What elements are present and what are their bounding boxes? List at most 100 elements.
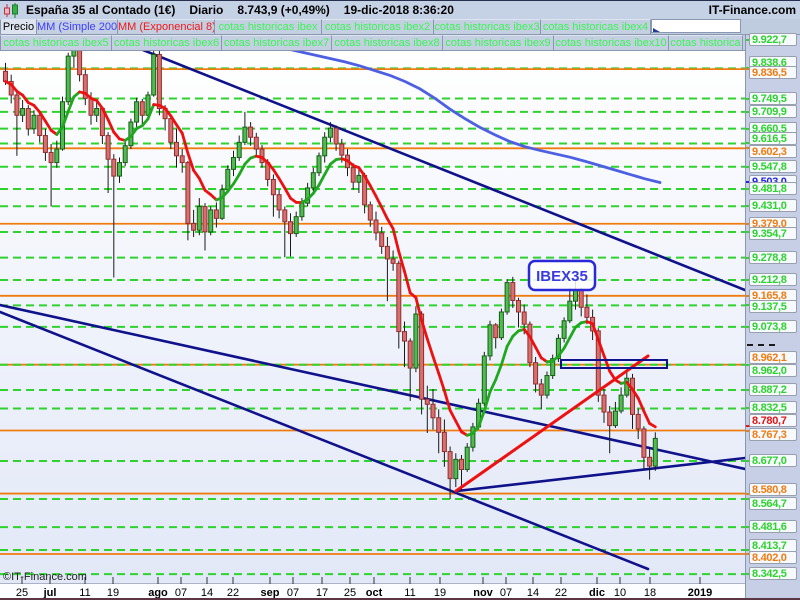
date-label-19: 19 (434, 587, 446, 599)
indicator-button-mm-simple-200-[interactable]: MM (Simple 200) (36, 19, 118, 34)
axis-tick (746, 492, 750, 495)
price-label-87807: 8.780,7 (749, 413, 797, 427)
price-label-88872: 8.887,2 (749, 382, 797, 396)
price-label-89620: 8.962,0 (749, 363, 797, 377)
chart-annotations[interactable]: IBEX35 (454, 259, 668, 493)
last-price-change: 8.743,9 (+0,49%) (237, 3, 330, 17)
red-trendline[interactable] (454, 354, 650, 493)
date-label-11: 11 (404, 587, 415, 599)
date-label-11: 11 (79, 587, 90, 599)
date-label-07: 07 (175, 587, 187, 599)
date-label-10: 10 (614, 587, 626, 599)
indicator-button-cotas-historicas-ibex9[interactable]: cotas historicas ibex9 (442, 35, 554, 50)
axis-tick (746, 97, 750, 100)
indicator-button-cotas-historicas-ibex[interactable]: cotas historicas ibex (214, 19, 322, 34)
indicator-button-cotas-historica[interactable]: cotas historica (668, 35, 743, 50)
date-label-25: 25 (16, 587, 28, 599)
indicator-button-cotas-historicas-ibex8[interactable]: cotas historicas ibex8 (331, 35, 443, 50)
candlestick-logo-icon (4, 2, 18, 18)
axis-tick (746, 110, 750, 113)
price-label-99227: 9.922,7 (749, 33, 797, 46)
indicator-button-cotas-historicas-ibex3[interactable]: cotas historicas ibex3 (433, 19, 541, 34)
axis-tick (746, 325, 750, 328)
axis-tick (746, 424, 750, 427)
indicator-button-cotas-historicas-ibex2[interactable]: cotas historicas ibex2 (321, 19, 434, 34)
horizontal-levels (0, 67, 745, 576)
indicator-button-cotas-historicas-ibex5[interactable]: cotas historicas ibex5 (0, 35, 112, 50)
axis-tick (746, 526, 750, 529)
indicator-button-cotas-historicas-ibex4[interactable]: cotas historicas ibex4 (540, 19, 651, 34)
axis-tick (746, 165, 750, 168)
ibex35-label-box[interactable] (527, 259, 597, 292)
indicator-button-cotas-historicas-ibex6[interactable]: cotas historicas ibex6 (111, 35, 222, 50)
date-label-oct: oct (366, 587, 383, 599)
axis-tick (746, 498, 750, 500)
trendlines[interactable] (0, 50, 745, 571)
axis-tick (746, 407, 750, 410)
price-label-85647: 8.564,7 (749, 497, 797, 510)
input-caret-mark (653, 28, 660, 32)
date-label-07: 07 (500, 587, 512, 599)
axis-tick (746, 39, 750, 41)
indicator-button-cotas-historicas-ibex10[interactable]: cotas historicas ibex10 (553, 35, 669, 50)
indicator-toolbar-row-2: cotas historicas ibex5 cotas historicas i… (0, 35, 745, 51)
axis-tick (746, 573, 750, 576)
price-label-91658: 9.165,8 (749, 288, 797, 302)
date-label-17: 17 (316, 587, 328, 599)
price-label-87673: 8.767,3 (749, 427, 797, 441)
axis-tick (746, 549, 750, 552)
price-label-84816: 8.481,6 (749, 520, 797, 534)
axis-tick (746, 278, 750, 281)
axis-tick (746, 388, 750, 391)
ibex35-label-text: IBEX35 (536, 268, 588, 285)
date-label-nov: nov (473, 587, 493, 599)
axis-tick (746, 222, 750, 225)
axis-tick (746, 230, 750, 233)
axis-tick (746, 429, 750, 432)
brand-logo-text: IT-Finance.com (708, 3, 796, 17)
date-label-25: 25 (344, 587, 356, 599)
date-label-07: 07 (287, 587, 299, 599)
price-axis[interactable]: 9.922,7 9.838,6 9.836,5 9.749,5 9.709,9 9.660… (745, 33, 800, 598)
indicator-button-mm-exponencial-8-[interactable]: MM (Exponencial 8) (117, 19, 215, 34)
price-label-97495: 9.749,5 (749, 91, 797, 105)
copyright-text: ©IT-Finance.com (3, 571, 87, 583)
price-label-89621: 8.962,1 (749, 350, 797, 364)
date-label-dic: dic (589, 587, 605, 599)
timeframe-label: Diario (189, 3, 224, 17)
axis-tick (746, 256, 750, 259)
axis-tick (746, 127, 750, 130)
moving-averages (4, 51, 662, 437)
quote-datetime: 19-dic-2018 8:36:20 (343, 3, 454, 17)
price-label-88325: 8.832,5 (749, 401, 797, 415)
price-level-rectangle[interactable] (560, 359, 668, 369)
price-label-97099: 9.709,9 (749, 104, 797, 118)
price-label-85808: 8.580,8 (749, 482, 797, 496)
axis-tick (746, 180, 750, 183)
date-label-sep: sep (261, 587, 280, 599)
symbol-search-input[interactable] (651, 19, 741, 33)
price-label-94310: 9.431,0 (749, 199, 797, 213)
axis-tick (746, 147, 750, 150)
title-bar: España 35 al Contado (1€) Diario 8.743,9… (0, 0, 800, 19)
price-label-94818: 9.481,8 (749, 182, 797, 196)
axis-tick (746, 552, 750, 555)
price-label-93547: 9.354,7 (749, 226, 797, 240)
indicator-button-cotas-historicas-ibex7[interactable]: cotas historicas ibex7 (221, 35, 332, 50)
chart-canvas[interactable]: IBEX35 25 jul 11 19 ago 07 14 22 sep 07 17 25 oct 11 1… (0, 0, 745, 600)
price-label-98365: 9.836,5 (749, 66, 797, 80)
price-label-90738: 9.073,8 (749, 319, 797, 333)
price-label-95478: 9.547,8 (749, 159, 797, 173)
price-label-92128: 9.212,8 (749, 272, 797, 286)
date-label-18: 18 (644, 587, 656, 599)
indicator-button-precio[interactable]: Precio (0, 19, 37, 34)
date-label-22: 22 (227, 587, 239, 599)
price-label-84020: 8.402,0 (749, 550, 797, 564)
axis-tick (746, 460, 750, 463)
axis-tick (746, 294, 750, 297)
candlestick-series (3, 51, 658, 499)
price-label-96605: 9.660,5 (749, 121, 797, 135)
price-label-96165: 9.616,5 (749, 132, 797, 146)
axis-tick (746, 205, 750, 208)
